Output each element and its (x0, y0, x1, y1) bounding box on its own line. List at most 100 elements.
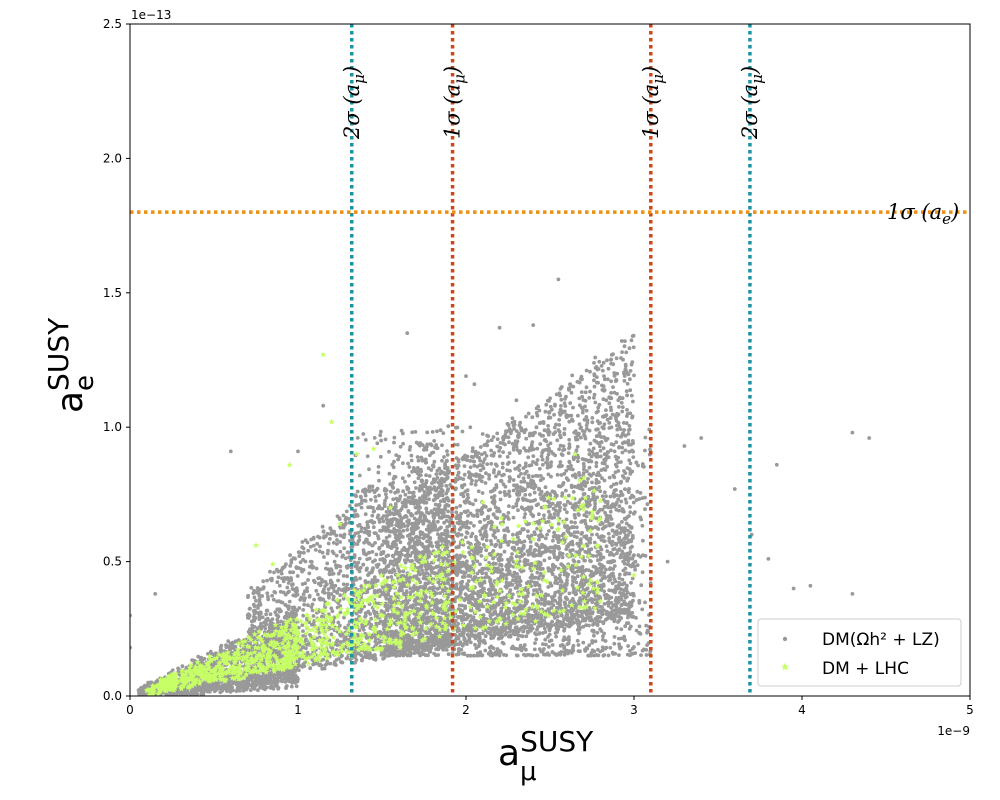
data-point (372, 531, 377, 535)
data-point (327, 571, 332, 576)
data-point (279, 571, 284, 576)
data-point (322, 591, 327, 595)
data-point (624, 500, 629, 505)
data-point (352, 542, 357, 546)
data-point (550, 489, 555, 494)
data-point (328, 661, 333, 666)
data-point (357, 534, 362, 539)
data-point (437, 466, 442, 471)
data-point (395, 562, 399, 567)
data-point (600, 494, 605, 498)
data-point (405, 485, 409, 489)
data-point (433, 502, 438, 507)
data-point (576, 413, 580, 418)
data-point (197, 688, 202, 693)
data-point (611, 352, 615, 356)
data-point (313, 548, 318, 552)
data-point (416, 476, 421, 481)
data-point (436, 545, 440, 550)
data-point (378, 528, 382, 533)
data-point (318, 597, 323, 602)
data-point (358, 566, 363, 570)
data-point (609, 391, 613, 395)
data-point (273, 590, 278, 595)
data-point (296, 664, 301, 669)
data-point (425, 442, 430, 447)
data-point (227, 688, 232, 692)
data-point (601, 426, 606, 431)
data-point (281, 590, 286, 595)
data-point (609, 425, 614, 430)
data-point (223, 684, 228, 689)
data-point (332, 589, 337, 593)
data-point (248, 633, 253, 638)
data-point (359, 505, 364, 510)
data-point (598, 444, 602, 449)
data-point (608, 509, 613, 514)
data-point (498, 454, 502, 459)
data-point (497, 509, 502, 514)
data-point (180, 664, 185, 669)
data-point (370, 550, 375, 554)
data-point (580, 410, 585, 415)
data-point (270, 593, 274, 598)
data-point (597, 359, 602, 364)
data-point (403, 553, 408, 558)
data-point (429, 443, 434, 448)
data-point (275, 613, 280, 618)
data-point (555, 438, 560, 443)
data-point (535, 570, 540, 575)
data-point (265, 591, 270, 596)
data-point (191, 690, 196, 695)
data-point (270, 617, 275, 622)
data-point (280, 679, 284, 684)
data-point (320, 550, 325, 555)
data-point (473, 498, 478, 503)
data-point (592, 378, 596, 383)
data-point (295, 592, 300, 597)
data-point (252, 588, 256, 593)
data-point (631, 345, 636, 350)
data-point (304, 637, 308, 642)
data-point (370, 513, 375, 518)
data-point (287, 599, 292, 604)
data-point (422, 493, 427, 498)
data-point (363, 611, 368, 615)
data-point (321, 657, 326, 662)
data-point (271, 597, 276, 602)
data-point (532, 490, 537, 495)
data-point (320, 524, 325, 529)
data-point (317, 549, 322, 554)
data-point (391, 497, 396, 502)
data-point (277, 599, 281, 603)
data-point (534, 473, 538, 478)
data-point (341, 582, 346, 587)
data-point (301, 592, 306, 597)
data-point (436, 558, 441, 562)
data-point (583, 436, 588, 441)
data-point (332, 559, 337, 564)
data-point (596, 409, 600, 414)
data-point (330, 549, 335, 554)
data-point (520, 619, 525, 624)
data-point (288, 553, 292, 558)
data-point (218, 690, 223, 695)
data-point (300, 569, 304, 574)
data-point (303, 559, 308, 564)
data-point (281, 579, 286, 584)
data-point (446, 509, 450, 514)
data-point (427, 474, 432, 478)
data-point (331, 540, 336, 545)
data-point (384, 492, 388, 497)
data-point (407, 490, 412, 495)
data-point (590, 480, 594, 485)
data-point (372, 590, 377, 595)
data-point (355, 514, 360, 518)
data-point (422, 490, 427, 494)
data-point (555, 472, 560, 477)
data-point (446, 503, 451, 508)
data-point (543, 485, 548, 490)
data-point (294, 613, 298, 618)
data-point (370, 585, 375, 590)
data-point (334, 553, 339, 558)
